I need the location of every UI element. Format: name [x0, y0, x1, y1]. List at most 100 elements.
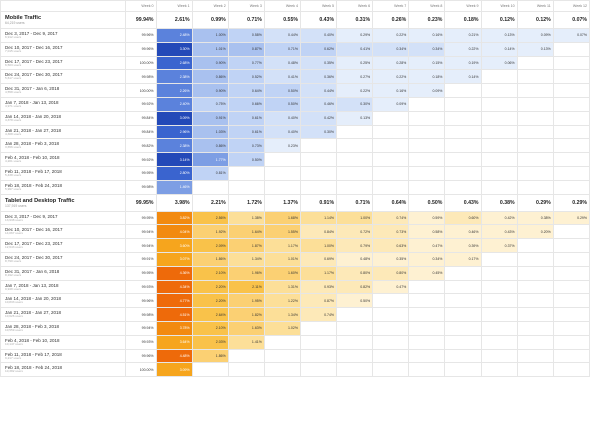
retention-cell: 2.38% [155, 69, 193, 85]
empty-cell [444, 279, 482, 295]
empty-cell [516, 307, 554, 322]
summary-cell: 0.12% [516, 11, 554, 29]
retention-cell: 4.51% [155, 307, 193, 322]
cohort-user-count: 4,378 users [5, 117, 22, 122]
empty-cell [516, 334, 554, 350]
cohort-label: Jan 21, 2018 - Jan 27, 2018 10,626 users [0, 307, 127, 322]
retention-cell: 0.47% [372, 279, 410, 295]
summary-cell: 0.38% [480, 193, 518, 212]
retention-cell: 0.58% [227, 28, 265, 43]
empty-cell [336, 362, 374, 378]
week0-cell: 99.92% [125, 96, 157, 112]
empty-cell [480, 334, 518, 350]
empty-cell [444, 110, 482, 126]
retention-cell: 0.80% [372, 265, 410, 281]
section-title: Mobile Traffic 64,219 users [0, 11, 127, 29]
cohort-label: Feb 4, 2018 - Feb 10, 2018 10,147 users [0, 334, 127, 350]
retention-cell: 0.50% [227, 152, 265, 167]
retention-cell: 1.55% [263, 224, 301, 240]
retention-cell: 0.19% [444, 55, 482, 71]
retention-cell: 0.16% [372, 83, 410, 98]
table-row: Dec 3, 2017 - Dec 9, 2017 6,912 users 99.9… [0, 28, 590, 43]
table-row: Feb 4, 2018 - Feb 10, 2018 4,201 users 99.… [0, 152, 590, 167]
cohort-user-count: 14,067 users [5, 231, 23, 236]
empty-cell [408, 362, 446, 378]
retention-cell: 0.60% [444, 210, 482, 226]
week0-cell: 100.00% [125, 362, 157, 378]
empty-cell [552, 362, 590, 378]
empty-cell [552, 69, 590, 85]
empty-cell [552, 165, 590, 181]
retention-cell: 0.34% [408, 41, 446, 57]
retention-cell: 3.30% [155, 41, 193, 57]
empty-cell [552, 96, 590, 112]
empty-cell [480, 110, 518, 126]
empty-cell [516, 320, 554, 336]
empty-cell [408, 320, 446, 336]
week0-cell: 99.93% [125, 279, 157, 295]
empty-cell [299, 362, 338, 378]
retention-cell: 2.40% [155, 96, 193, 112]
empty-cell [552, 238, 590, 253]
week0-cell: 99.98% [125, 179, 157, 195]
cohort-date-range: Feb 11, 2018 - Feb 17, 2018 [5, 169, 62, 175]
retention-cell: 0.45% [408, 265, 446, 281]
cohort-date-range: Dec 10, 2017 - Dec 16, 2017 [5, 227, 63, 233]
empty-cell [372, 152, 410, 167]
retention-cell: 0.35% [299, 55, 338, 71]
summary-cell: 2.21% [191, 193, 229, 212]
empty-cell [552, 138, 590, 154]
empty-cell [444, 138, 482, 154]
retention-cell: 0.25% [336, 55, 374, 71]
empty-cell [516, 165, 554, 181]
empty-cell [444, 152, 482, 167]
retention-cell: 0.66% [227, 96, 265, 112]
retention-cell: 4.48% [155, 348, 193, 364]
retention-cell: 1.02% [263, 320, 301, 336]
empty-cell [552, 55, 590, 71]
empty-cell [552, 179, 590, 195]
retention-cell: 2.26% [155, 83, 193, 98]
retention-cell: 1.87% [227, 238, 265, 253]
empty-cell [516, 124, 554, 140]
cohort-date-range: Dec 17, 2017 - Dec 23, 2017 [5, 241, 63, 247]
empty-cell [516, 179, 554, 195]
table-row: Dec 3, 2017 - Dec 9, 2017 13,938 users 99.… [0, 210, 590, 226]
empty-cell [480, 307, 518, 322]
cohort-label: Dec 17, 2017 - Dec 23, 2017 6,503 users [0, 55, 127, 71]
cohort-date-range: Dec 31, 2017 - Jan 6, 2018 [5, 268, 60, 274]
empty-cell [408, 124, 446, 140]
retention-cell: 4.77% [155, 293, 193, 309]
retention-cell: 0.40% [299, 28, 338, 43]
empty-cell [372, 110, 410, 126]
header-week-12: Week 12 [552, 0, 590, 12]
retention-cell: 1.03% [191, 124, 229, 140]
retention-cell: 0.47% [408, 238, 446, 253]
retention-cell: 0.22% [444, 41, 482, 57]
retention-cell: 1.46% [155, 179, 193, 195]
summary-cell: 0.43% [444, 193, 482, 212]
week0-cell: 99.82% [125, 138, 157, 154]
retention-cell: 0.14% [444, 69, 482, 85]
empty-cell [191, 179, 229, 195]
empty-cell [480, 320, 518, 336]
cohort-user-count: 4,201 users [5, 159, 22, 164]
retention-cell: 0.48% [336, 251, 374, 267]
cohort-user-count: 9,948 users [5, 286, 22, 291]
summary-cell: 0.29% [516, 193, 554, 212]
week0-cell: 99.95% [125, 165, 157, 181]
summary-cell: 99.94% [125, 11, 157, 29]
retention-cell: 1.34% [263, 307, 301, 322]
cohort-user-count: 12,643 users [5, 245, 23, 250]
retention-cell: 2.09% [191, 238, 229, 253]
retention-cell: 0.90% [191, 83, 229, 98]
empty-cell [480, 165, 518, 181]
retention-cell: 0.74% [372, 210, 410, 226]
table-row: Feb 18, 2018 - Feb 24, 2018 10,382 users 1… [0, 362, 590, 378]
retention-cell: 0.42% [480, 210, 518, 226]
summary-cell: 0.99% [191, 11, 229, 29]
retention-cell: 0.22% [336, 83, 374, 98]
header-week-9: Week 9 [444, 0, 482, 12]
section-title: Tablet and Desktop Traffic 137,919 users [0, 193, 127, 212]
retention-cell: 0.40% [263, 110, 301, 126]
